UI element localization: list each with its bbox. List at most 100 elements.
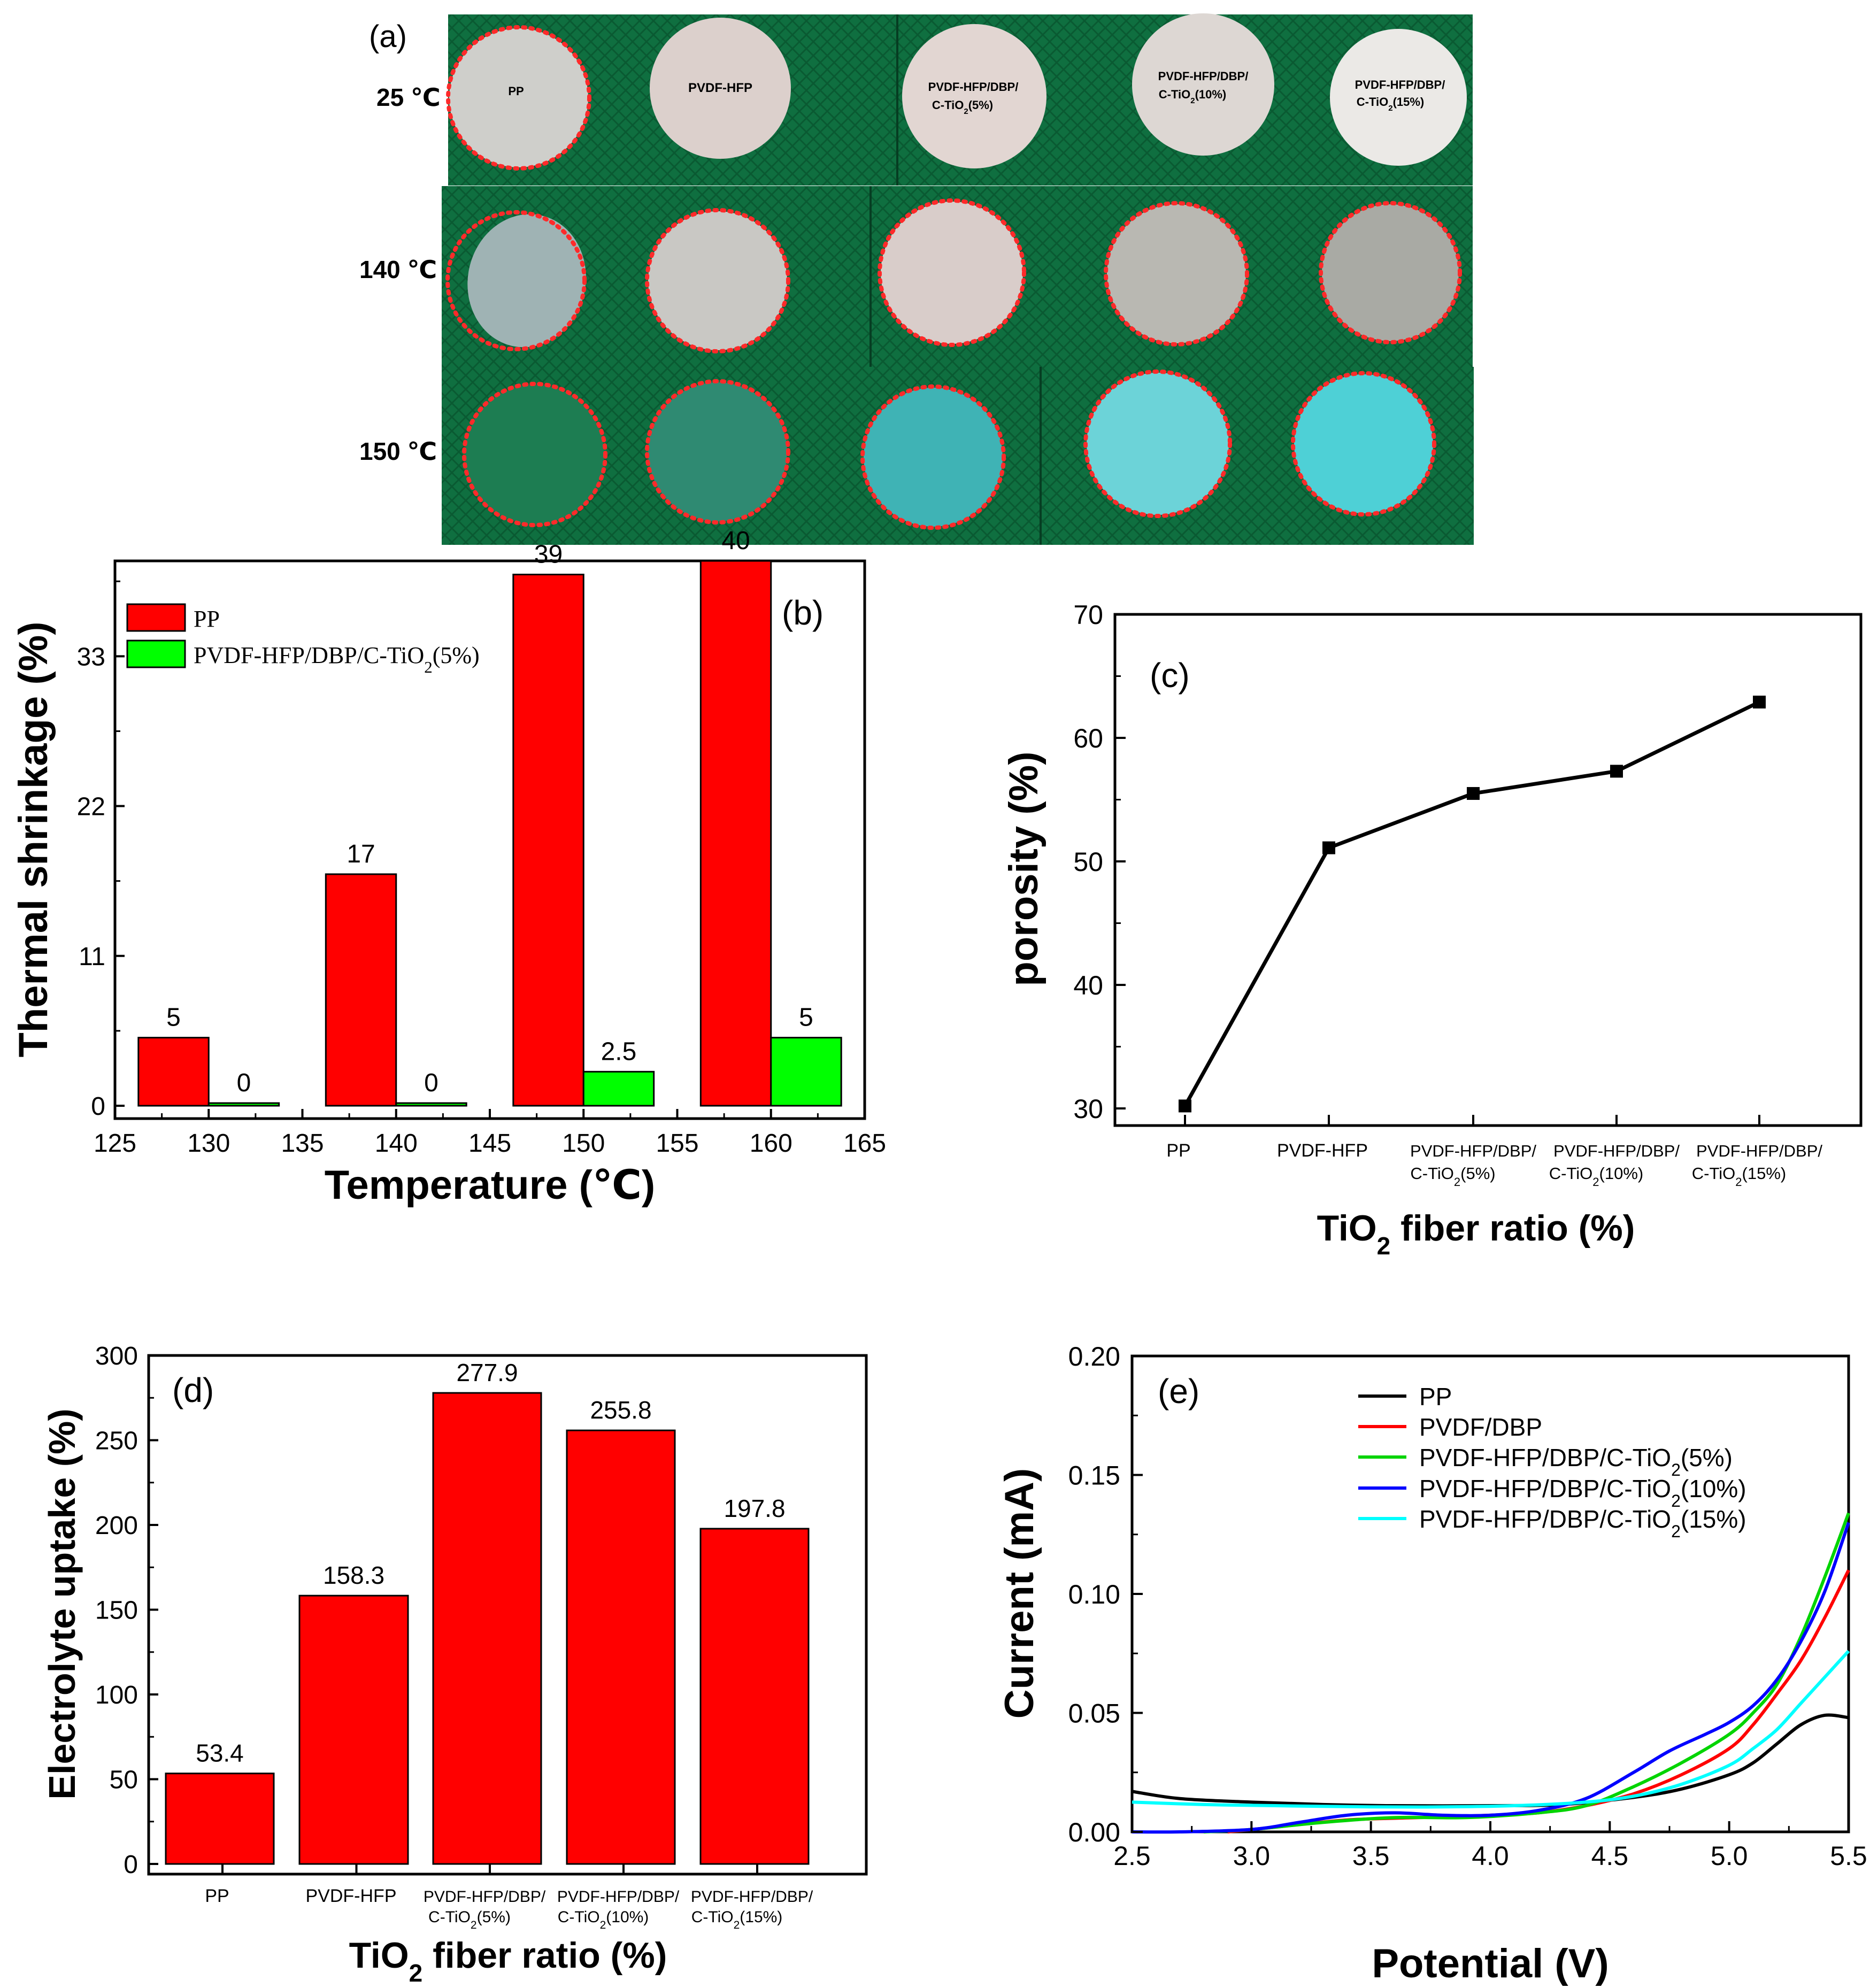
legend-label-0: PP: [1419, 1383, 1452, 1411]
x-tick-label: 4.0: [1472, 1841, 1509, 1871]
bar-5pct: [770, 1037, 842, 1107]
data-label: 158.3: [323, 1561, 384, 1589]
x-tick-label: 145: [468, 1129, 511, 1158]
sample-15pct-25: [1330, 29, 1467, 166]
y-tick-label: 0.00: [1068, 1817, 1120, 1847]
x-axis-title-c: TiO2 fiber ratio (%): [1317, 1208, 1635, 1260]
y-tick-label: 0: [91, 1092, 105, 1121]
x-tick-label: C-TiO2(5%): [1410, 1164, 1495, 1189]
data-label: 40: [721, 527, 750, 555]
x-tick-label: C-TiO2(10%): [1549, 1164, 1643, 1189]
sample-10pct-150: [1087, 373, 1229, 515]
y-axis-title-c: porosity (%): [1001, 751, 1046, 986]
bar: [699, 1528, 810, 1865]
y-tick-label: 100: [95, 1681, 138, 1709]
panel-label-a: (a): [369, 19, 407, 54]
sample-label-pvdf-hfp: PVDF-HFP: [688, 81, 752, 95]
y-tick-label: 22: [77, 793, 105, 821]
x-tick-label: 155: [656, 1129, 698, 1158]
series-line-0: [1132, 1713, 1849, 1808]
sample-outline: [645, 379, 790, 525]
legend-label-5pct: PVDF-HFP/DBP/C-TiO2(5%): [194, 642, 480, 676]
x-tick-label: PP: [1166, 1141, 1190, 1161]
data-point: [1179, 1099, 1191, 1113]
sample-pp-25: [449, 28, 588, 167]
panel-label-c: (c): [1150, 656, 1190, 695]
panel-label-d: (d): [172, 1371, 214, 1409]
y-tick-label: 30: [1073, 1094, 1103, 1124]
sample-outline: [1291, 371, 1436, 517]
bar-5pct: [395, 1102, 467, 1107]
panel-label-b: (b): [782, 594, 824, 632]
y-tick-label: 0.15: [1068, 1461, 1120, 1491]
data-label: 197.8: [724, 1494, 785, 1522]
sample-10pct-140: [1107, 204, 1246, 343]
y-tick-label: 150: [95, 1597, 138, 1625]
y-tick-label: 0: [124, 1851, 138, 1879]
panel-c: 30 40 50 60 70 PP PVDF-HFP PVDF-HFP/DBP/C-TiO2(…: [1001, 600, 1863, 1260]
data-point: [1467, 787, 1480, 800]
x-tick-label: 150: [562, 1129, 605, 1158]
y-tick-label: 200: [95, 1512, 138, 1540]
plot-frame-d: [147, 1354, 868, 1876]
bar: [432, 1392, 542, 1865]
data-label: 17: [347, 840, 375, 868]
x-tick-label: PVDF-HFP/DBP/: [1410, 1142, 1536, 1160]
row-label-25: 25 ℃: [376, 83, 441, 111]
x-axis-title-d: TiO2 fiber ratio (%): [349, 1935, 667, 1987]
legend-label-2: PVDF-HFP/DBP/C-TiO2(5%): [1419, 1444, 1733, 1480]
data-label: 2.5: [601, 1037, 637, 1066]
x-tick-label: C-TiO2(15%): [691, 1908, 783, 1931]
y-tick-label: 60: [1073, 723, 1103, 753]
y-axis-title-b: Thermal shrinkage (%): [11, 621, 56, 1057]
x-tick-label: 2.5: [1113, 1841, 1151, 1871]
bar-pp: [699, 560, 772, 1107]
legend-swatch-5pct: [126, 639, 186, 668]
x-tick-label: 130: [187, 1129, 230, 1158]
row-label-140: 140 ℃: [359, 256, 437, 283]
y-tick-label: 50: [110, 1766, 138, 1794]
bar: [566, 1429, 676, 1865]
sample-outline: [1319, 201, 1462, 344]
legend-label-4: PVDF-HFP/DBP/C-TiO2(15%): [1419, 1505, 1746, 1541]
data-label: 255.8: [590, 1396, 651, 1424]
y-tick-label: 0.10: [1068, 1579, 1120, 1609]
y-axis-title-d: Electrolyte uptake (%): [41, 1408, 83, 1799]
bar: [298, 1594, 409, 1865]
sample-outline: [878, 198, 1026, 347]
x-tick-label: 3.0: [1233, 1841, 1271, 1871]
x-tick-label: 160: [750, 1129, 792, 1158]
bar: [165, 1773, 275, 1865]
x-tick-label: PVDF-HFP/DBP/: [691, 1888, 813, 1906]
y-tick-label: 0.05: [1068, 1699, 1120, 1729]
y-tick-label: 300: [95, 1342, 138, 1370]
x-axis-title-e: Potential (V): [1372, 1941, 1609, 1986]
data-point: [1322, 841, 1335, 854]
x-tick-label: PVDF-HFP: [1277, 1141, 1368, 1161]
data-point: [1753, 696, 1766, 709]
sample-outline: [446, 25, 591, 171]
sample-outline: [1083, 369, 1232, 518]
sample-15pct-150: [1294, 374, 1433, 513]
row-label-150: 150 ℃: [359, 437, 437, 465]
panel-e: 2.5 3.0 3.5 4.0 4.5 5.0 5.5 0.00 0.05 0.10 0.15 0.2…: [997, 1342, 1867, 1986]
data-point: [1610, 765, 1623, 778]
data-label: 5: [799, 1004, 813, 1032]
panel-d: 53.4 PP 158.3 PVDF-HFP 277.9 PVDF-HFP/DBP/C-T…: [41, 1342, 868, 1987]
bar-5pct: [582, 1070, 655, 1107]
x-tick-label: C-TiO2(5%): [428, 1908, 511, 1931]
bar-pp: [325, 873, 397, 1107]
x-tick-label: PVDF-HFP: [306, 1886, 397, 1906]
bar-pp: [512, 573, 584, 1107]
y-tick-label: 70: [1073, 600, 1103, 630]
bar-5pct: [207, 1102, 280, 1107]
series-line-4: [1132, 1650, 1850, 1809]
y-tick-label: 50: [1073, 847, 1103, 877]
x-tick-label: 140: [375, 1129, 418, 1158]
y-tick-label: 33: [77, 643, 105, 671]
y-tick-label: 11: [79, 943, 105, 971]
sample-label-15pct-line1: PVDF-HFP/DBP/: [1355, 78, 1445, 91]
data-label: 53.4: [196, 1739, 244, 1767]
y-axis-title-e: Current (mA): [997, 1468, 1042, 1719]
